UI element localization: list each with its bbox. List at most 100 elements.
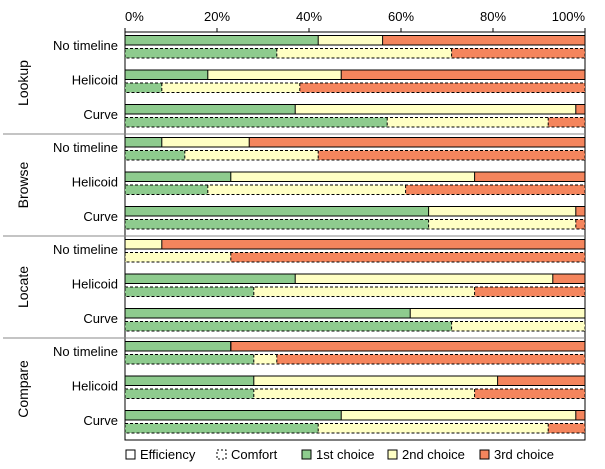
efficiency-bar-first: [125, 172, 231, 182]
comfort-bar-first: [125, 83, 162, 93]
comfort-bar-first: [125, 117, 388, 127]
efficiency-bar-second: [253, 376, 498, 386]
efficiency-bar-third: [161, 239, 586, 249]
group-label: Lookup: [15, 60, 31, 106]
efficiency-bar-second: [410, 308, 585, 318]
comfort-bar-second: [387, 117, 549, 127]
comfort-bar-first: [125, 321, 452, 331]
efficiency-bar-first: [125, 206, 429, 216]
x-tick-label: 0%: [125, 9, 144, 24]
category-label: Curve: [83, 311, 118, 326]
comfort-bar-outline: [124, 117, 586, 128]
comfort-bar-first: [125, 423, 319, 433]
efficiency-bar-first: [125, 274, 296, 284]
efficiency-bar-second: [125, 239, 162, 249]
comfort-bar-outline: [124, 252, 586, 263]
efficiency-bar-third: [575, 104, 585, 114]
comfort-bar-second: [207, 185, 406, 195]
efficiency-bar-third: [575, 206, 585, 216]
comfort-bar-outline: [124, 286, 586, 297]
efficiency-bar-outline: [124, 69, 586, 80]
comfort-bar-outline: [124, 321, 586, 332]
efficiency-bar-first: [125, 410, 342, 420]
category-label: Helicoid: [72, 277, 118, 292]
category-label: No timeline: [53, 344, 118, 359]
category-label: No timeline: [53, 38, 118, 53]
efficiency-bar-outline: [124, 341, 586, 352]
comfort-bar-first: [125, 185, 208, 195]
efficiency-bar-outline: [124, 375, 586, 386]
efficiency-bar-outline: [124, 206, 586, 217]
efficiency-bar-outline: [124, 137, 586, 148]
efficiency-bar-first: [125, 376, 254, 386]
legend-label-comfort: Comfort: [231, 447, 278, 462]
efficiency-bar-second: [428, 206, 576, 216]
category-label: No timeline: [53, 242, 118, 257]
legend-label-first: 1st choice: [316, 447, 375, 462]
efficiency-bar-outline: [124, 35, 586, 46]
comfort-bar-third: [451, 48, 585, 58]
comfort-bar-outline: [124, 354, 586, 365]
efficiency-bar-third: [382, 35, 585, 45]
efficiency-bar-second: [295, 104, 576, 114]
comfort-bar-outline: [124, 48, 586, 59]
comfort-bar-second: [428, 219, 576, 229]
comfort-bar-outline: [124, 184, 586, 195]
efficiency-bar-first: [125, 35, 319, 45]
efficiency-bar-outline: [124, 104, 586, 115]
comfort-bar-outline: [124, 388, 586, 399]
x-tick-label: 80%: [480, 9, 506, 24]
legend-label-third: 3rd choice: [494, 447, 554, 462]
efficiency-bar-second: [341, 410, 576, 420]
efficiency-bar-third: [552, 274, 585, 284]
efficiency-bar-second: [161, 137, 250, 147]
efficiency-bar-second: [207, 70, 342, 80]
legend-swatch-efficiency: [125, 449, 136, 460]
legend-swatch-comfort: [216, 449, 227, 460]
efficiency-bar-third: [230, 341, 586, 351]
comfort-bar-first: [125, 354, 254, 364]
comfort-bar-outline: [124, 423, 586, 434]
comfort-bar-third: [299, 83, 585, 93]
category-label: Helicoid: [72, 379, 118, 394]
comfort-bar-outline: [124, 219, 586, 230]
comfort-bar-second: [253, 389, 475, 399]
comfort-bar-second: [253, 354, 277, 364]
efficiency-bar-third: [474, 172, 585, 182]
category-label: Curve: [83, 413, 118, 428]
x-tick-label: 60%: [388, 9, 414, 24]
comfort-bar-first: [125, 48, 277, 58]
efficiency-bar-outline: [124, 273, 586, 284]
efficiency-bar-outline: [124, 171, 586, 182]
category-label: Helicoid: [72, 73, 118, 88]
comfort-bar-second: [253, 287, 475, 297]
legend-label-second: 2nd choice: [402, 447, 465, 462]
efficiency-bar-second: [295, 274, 553, 284]
legend-swatch-first: [301, 449, 312, 460]
comfort-bar-third: [548, 423, 585, 433]
comfort-bar-first: [125, 150, 185, 160]
comfort-bar-third: [548, 117, 585, 127]
efficiency-bar-first: [125, 341, 231, 351]
efficiency-bar-first: [125, 104, 296, 114]
efficiency-bar-third: [497, 376, 585, 386]
efficiency-bar-third: [575, 410, 585, 420]
comfort-bar-second: [318, 423, 549, 433]
comfort-bar-third: [575, 219, 585, 229]
group-label: Locate: [15, 266, 31, 308]
comfort-bar-outline: [124, 150, 586, 161]
category-label: No timeline: [53, 140, 118, 155]
comfort-bar-third: [474, 287, 585, 297]
comfort-bar-second: [184, 150, 319, 160]
comfort-bar-first: [125, 287, 254, 297]
efficiency-bar-first: [125, 308, 411, 318]
efficiency-bar-second: [230, 172, 475, 182]
efficiency-bar-first: [125, 137, 162, 147]
efficiency-bar-second: [318, 35, 383, 45]
comfort-bar-second: [125, 252, 231, 262]
category-label: Curve: [83, 107, 118, 122]
comfort-bar-third: [230, 252, 586, 262]
efficiency-bar-third: [249, 137, 585, 147]
efficiency-bar-third: [341, 70, 585, 80]
